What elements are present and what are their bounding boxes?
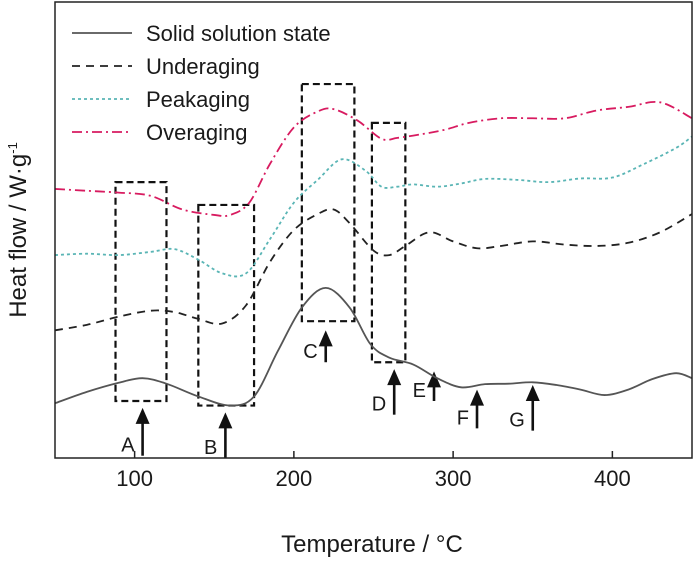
series-layer xyxy=(54,101,693,407)
x-tick-label-400: 400 xyxy=(594,466,631,491)
series-line-1 xyxy=(54,287,693,407)
arrow-head-b xyxy=(218,412,233,429)
arrow-c: C xyxy=(303,330,333,363)
plot-frame xyxy=(54,1,693,459)
y-axis-label-main: Heat flow / W·g xyxy=(5,154,32,318)
arrow-label-g: G xyxy=(509,410,525,432)
arrow-head-f xyxy=(470,389,485,406)
arrow-label-a: A xyxy=(121,435,135,457)
annotation-box-4 xyxy=(370,121,407,364)
series-line-4 xyxy=(54,101,693,217)
arrow-e: E xyxy=(413,371,442,402)
arrow-b: B xyxy=(204,412,233,459)
annotation-box-3 xyxy=(300,82,356,323)
legend-item-3: Peakaging xyxy=(72,87,250,112)
legend-label-2: Underaging xyxy=(146,54,260,79)
legend-item-2: Underaging xyxy=(72,54,260,79)
legend-item-1: Solid solution state xyxy=(72,21,331,46)
x-axis-label: Temperature / °C xyxy=(281,531,463,558)
arrow-head-d xyxy=(387,369,402,386)
legend-label-4: Overaging xyxy=(146,120,248,145)
y-axis-label: Heat flow / W·g-1 xyxy=(5,142,32,318)
x-tick-label-100: 100 xyxy=(116,466,153,491)
legend: Solid solution state Underaging Peakaging O… xyxy=(72,21,331,145)
arrow-head-e xyxy=(427,371,442,388)
arrow-g: G xyxy=(509,385,540,432)
arrow-head-c xyxy=(318,330,333,347)
arrow-d: D xyxy=(372,369,402,416)
x-tick-label-300: 300 xyxy=(435,466,472,491)
x-ticks: 100 200 300 400 xyxy=(116,451,631,491)
arrow-a: A xyxy=(121,407,150,457)
annotation-box-1 xyxy=(114,181,168,403)
arrow-label-e: E xyxy=(413,380,426,402)
legend-label-3: Peakaging xyxy=(146,87,250,112)
arrow-label-c: C xyxy=(303,341,317,363)
arrow-f: F xyxy=(457,389,485,429)
legend-item-4: Overaging xyxy=(72,120,248,145)
arrow-label-f: F xyxy=(457,407,469,429)
annotations-layer: A B C D E F G xyxy=(114,82,540,459)
legend-label-1: Solid solution state xyxy=(146,21,331,46)
arrow-label-b: B xyxy=(204,437,217,459)
x-tick-label-200: 200 xyxy=(276,466,313,491)
arrow-head-g xyxy=(525,385,540,402)
axes-layer: 100 200 300 400 Temperature / °C Heat flow … xyxy=(5,1,693,558)
series-line-2 xyxy=(54,208,693,332)
series-line-3 xyxy=(54,135,693,278)
arrow-label-d: D xyxy=(372,394,386,416)
arrow-head-a xyxy=(135,407,150,424)
annotation-box-2 xyxy=(197,203,256,407)
y-axis-label-superscript: -1 xyxy=(5,142,20,154)
